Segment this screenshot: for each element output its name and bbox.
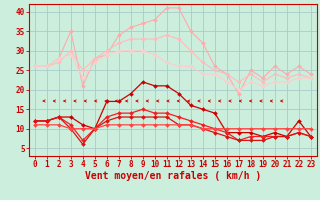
- X-axis label: Vent moyen/en rafales ( km/h ): Vent moyen/en rafales ( km/h ): [85, 171, 261, 181]
